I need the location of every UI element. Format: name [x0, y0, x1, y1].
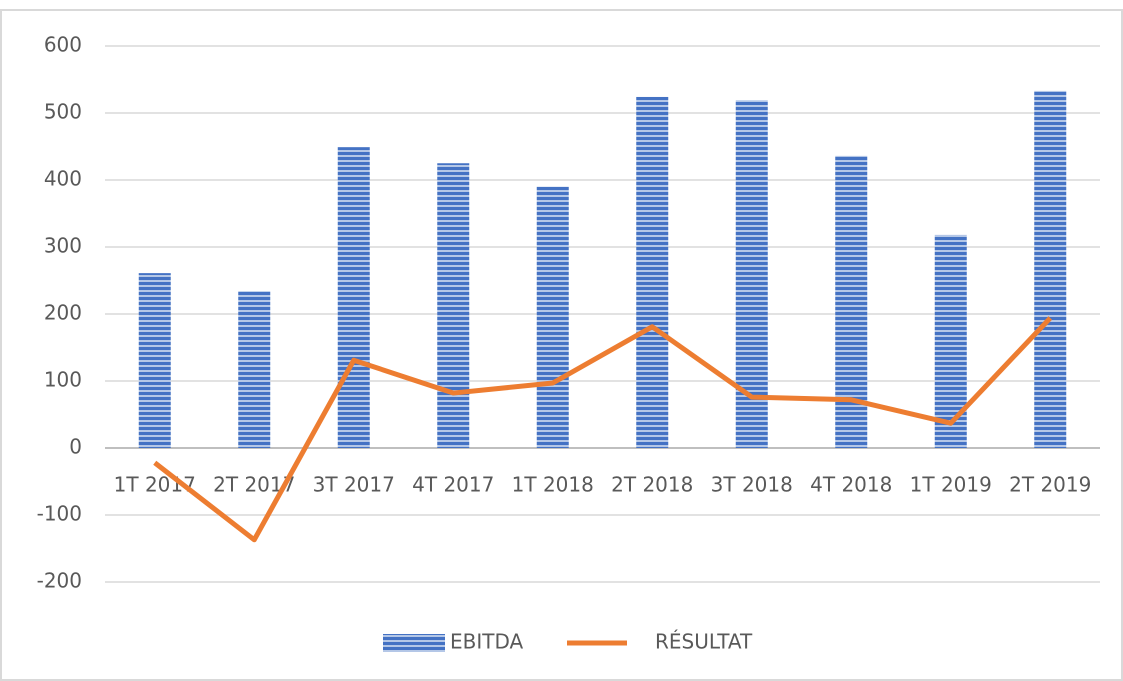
y-tick-label: 400 — [44, 167, 82, 191]
bar — [1034, 90, 1067, 448]
legend-label: EBITDA — [450, 630, 524, 654]
bar — [536, 186, 569, 448]
x-tick-label: 3T 2017 — [313, 473, 395, 497]
bar — [934, 234, 967, 448]
x-tick-label: 1T 2018 — [512, 473, 594, 497]
bar — [636, 96, 669, 449]
bar — [138, 273, 171, 448]
bar — [437, 163, 470, 448]
bar — [337, 147, 370, 449]
x-tick-label: 1T 2019 — [910, 473, 992, 497]
x-tick-label: 4T 2017 — [412, 473, 494, 497]
y-tick-label: 0 — [69, 435, 82, 459]
legend-label: RÉSULTAT — [655, 630, 753, 654]
chart-frame — [0, 9, 1123, 681]
y-tick-label: 500 — [44, 100, 82, 124]
bar — [238, 291, 271, 448]
legend-swatch — [383, 634, 445, 652]
y-tick-label: 300 — [44, 234, 82, 258]
x-tick-label: 3T 2018 — [711, 473, 793, 497]
y-tick-label: 600 — [44, 33, 82, 57]
y-tick-label: -200 — [37, 569, 82, 593]
x-tick-label: 4T 2018 — [810, 473, 892, 497]
y-tick-label: 100 — [44, 368, 82, 392]
line — [153, 316, 1053, 543]
x-tick-label: 2T 2019 — [1009, 473, 1091, 497]
y-tick-label: -100 — [37, 502, 82, 526]
x-tick-label: 2T 2018 — [611, 473, 693, 497]
y-tick-label: 200 — [44, 301, 82, 325]
